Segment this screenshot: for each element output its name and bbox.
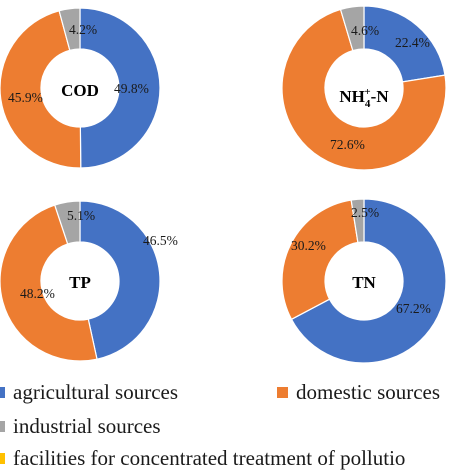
slice-label-industrial: 4.2% [69, 22, 97, 37]
legend-swatch-domestic [277, 387, 288, 398]
slice-label-agricultural: 46.5% [143, 233, 178, 248]
legend-swatch-facilities [0, 453, 5, 464]
slice-industrial [53, 200, 81, 245]
slice-domestic [0, 10, 82, 169]
legend-item-domestic: domestic sources [277, 380, 440, 405]
legend-label-facilities: facilities for concentrated treatment of… [13, 446, 406, 470]
legend-item-agricultural: agricultural sources [0, 380, 178, 405]
center-label: COD [61, 81, 99, 100]
slice-label-agricultural: 67.2% [396, 301, 431, 316]
donut-chart-3: 46.5% 48.2% 5.1% TP [0, 200, 178, 362]
slice-domestic [281, 8, 447, 171]
slice-label-domestic: 72.6% [330, 137, 365, 152]
center-label: TP [69, 273, 91, 292]
slice-label-domestic: 48.2% [20, 286, 55, 301]
slice-domestic [281, 199, 359, 321]
legend-swatch-industrial [0, 421, 5, 432]
donut-chart-2: 22.4%72.6%4.6%NH4+-N [281, 5, 447, 171]
legend-item-facilities: facilities for concentrated treatment of… [0, 446, 405, 471]
legend-label-agricultural: agricultural sources [13, 380, 179, 404]
donut-chart-1: 49.8% 45.9% 4.2% COD [0, 7, 161, 169]
slice-label-domestic: 30.2% [291, 238, 326, 253]
slice-industrial [350, 198, 365, 244]
slice-label-agricultural: 49.8% [114, 81, 149, 96]
slice-agricultural [79, 200, 161, 360]
slice-agricultural [79, 7, 161, 169]
slice-label-industrial: 5.1% [67, 208, 95, 223]
slice-agricultural [290, 198, 447, 364]
slice-industrial [58, 7, 81, 52]
slice-label-domestic: 45.9% [8, 90, 43, 105]
legend-label-industrial: industrial sources [13, 414, 161, 438]
slice-domestic [0, 204, 98, 362]
slice-industrial [339, 5, 365, 52]
legend-swatch-agricultural [0, 387, 5, 398]
slice-label-agricultural: 22.4% [395, 35, 430, 50]
legend-item-industrial: industrial sources [0, 414, 161, 439]
slice-agricultural [363, 5, 446, 83]
donut-chart-4: 67.2% 30.2% 2.5% TN [281, 198, 447, 364]
slice-label-industrial: 2.5% [351, 205, 379, 220]
legend-label-domestic: domestic sources [296, 380, 441, 404]
slice-label-industrial: 4.6% [351, 23, 379, 38]
center-label: TN [352, 273, 376, 292]
